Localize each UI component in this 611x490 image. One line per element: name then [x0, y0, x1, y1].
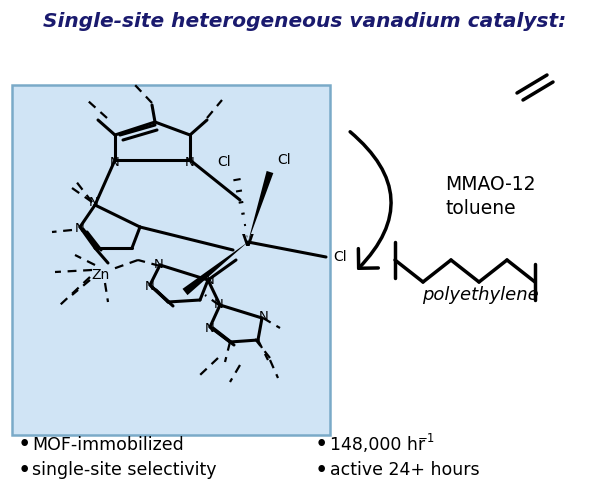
- Text: V: V: [242, 235, 254, 249]
- Text: N: N: [214, 297, 224, 311]
- Text: Single-site heterogeneous vanadium catalyst:: Single-site heterogeneous vanadium catal…: [43, 13, 566, 31]
- Text: Cl: Cl: [333, 250, 347, 264]
- Text: MMAO-12: MMAO-12: [445, 175, 535, 195]
- Text: N: N: [259, 311, 269, 323]
- Polygon shape: [183, 242, 248, 295]
- Text: •: •: [18, 434, 31, 457]
- Text: N: N: [154, 258, 164, 270]
- Text: active 24+ hours: active 24+ hours: [330, 461, 480, 479]
- Text: single-site selectivity: single-site selectivity: [32, 461, 216, 479]
- Text: Cl: Cl: [217, 155, 231, 169]
- Text: N: N: [205, 322, 215, 336]
- Text: N: N: [145, 279, 155, 293]
- Text: •: •: [18, 459, 31, 482]
- Text: MOF-immobilized: MOF-immobilized: [32, 436, 184, 454]
- Text: •: •: [315, 434, 328, 457]
- FancyArrowPatch shape: [350, 132, 391, 268]
- Text: N: N: [110, 155, 120, 169]
- Text: 148,000 hr: 148,000 hr: [330, 436, 425, 454]
- Text: N: N: [89, 196, 99, 210]
- Text: toluene: toluene: [445, 198, 516, 218]
- Text: polyethylene: polyethylene: [422, 286, 538, 304]
- Text: Zn: Zn: [91, 268, 109, 282]
- Polygon shape: [248, 171, 273, 242]
- Text: N: N: [185, 155, 195, 169]
- Text: N: N: [205, 273, 215, 287]
- Text: N: N: [75, 222, 85, 236]
- Bar: [12, 85, 330, 435]
- Text: −1: −1: [418, 433, 436, 445]
- Text: Cl: Cl: [277, 153, 291, 167]
- Text: •: •: [315, 459, 328, 482]
